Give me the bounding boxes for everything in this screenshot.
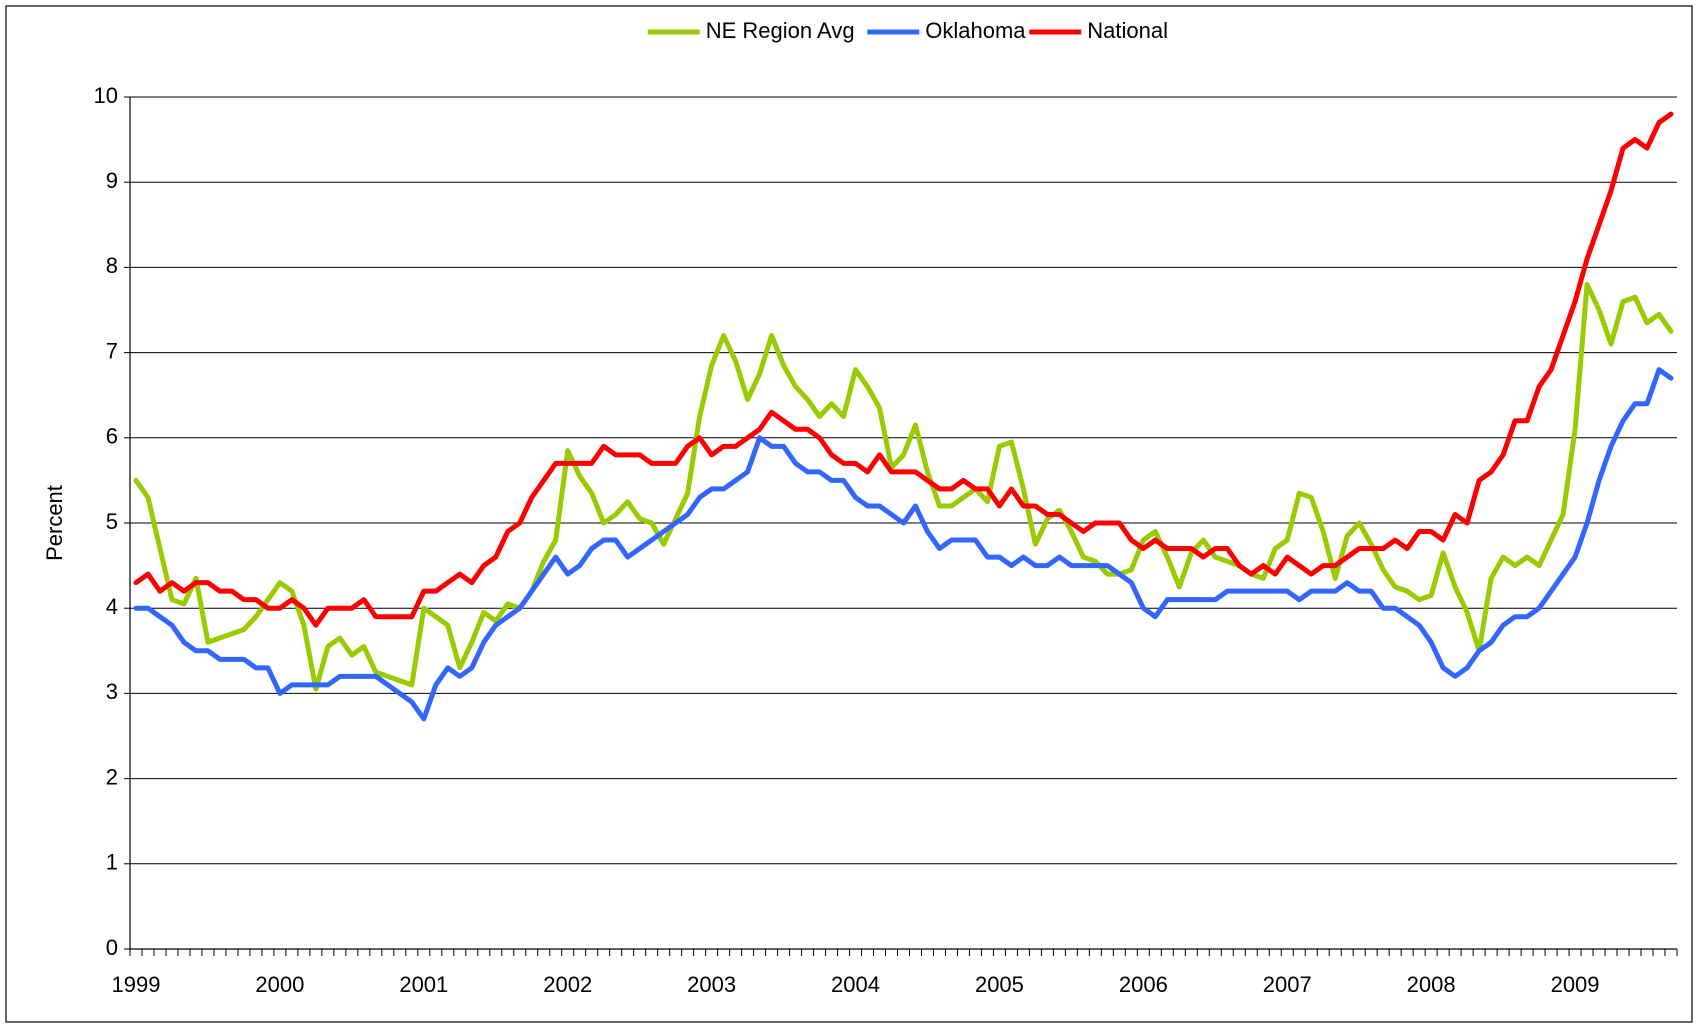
x-tick-label: 2004: [831, 972, 880, 997]
legend-label: NE Region Avg: [706, 18, 855, 43]
y-tick-label: 7: [106, 338, 118, 363]
y-tick-label: 4: [106, 594, 118, 619]
x-tick-label: 1999: [112, 972, 161, 997]
legend-label: National: [1087, 18, 1168, 43]
x-tick-label: 2007: [1263, 972, 1312, 997]
x-tick-label: 2000: [255, 972, 304, 997]
y-tick-label: 8: [106, 253, 118, 278]
x-tick-label: 2009: [1551, 972, 1600, 997]
y-tick-label: 10: [94, 83, 118, 108]
x-tick-label: 2008: [1407, 972, 1456, 997]
y-tick-label: 3: [106, 679, 118, 704]
x-tick-label: 2006: [1119, 972, 1168, 997]
chart-border: [5, 5, 1693, 1023]
x-tick-label: 2002: [543, 972, 592, 997]
series-line: [133, 111, 1674, 628]
y-axis-label: Percent: [42, 485, 67, 561]
legend-label: Oklahoma: [925, 18, 1026, 43]
y-tick-label: 1: [106, 850, 118, 875]
x-tick-label: 2003: [687, 972, 736, 997]
y-tick-label: 5: [106, 509, 118, 534]
x-tick-label: 2005: [975, 972, 1024, 997]
y-tick-label: 0: [106, 935, 118, 960]
y-tick-label: 6: [106, 424, 118, 449]
series-line: [133, 281, 1674, 692]
x-tick-label: 2001: [399, 972, 448, 997]
y-tick-label: 9: [106, 168, 118, 193]
series-line: [133, 367, 1674, 722]
y-tick-label: 2: [106, 764, 118, 789]
